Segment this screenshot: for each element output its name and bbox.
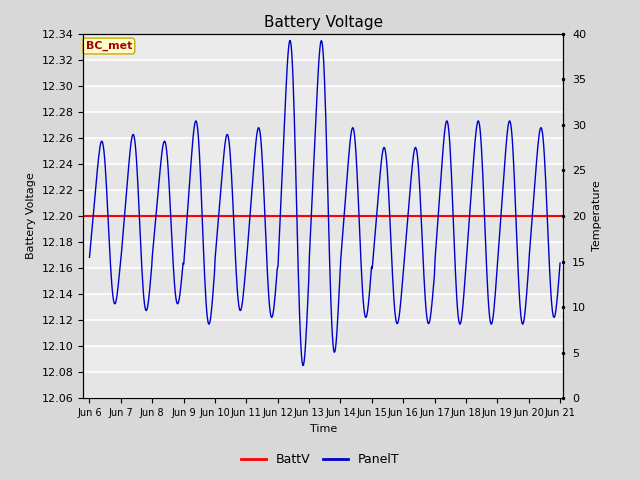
Bar (83, 164, 563, 190)
Title: Battery Voltage: Battery Voltage (264, 15, 383, 30)
Bar (83, 268, 563, 294)
Legend: BattV, PanelT: BattV, PanelT (236, 448, 404, 471)
Bar (83, 60, 563, 86)
Bar (83, 216, 563, 242)
Bar (83, 112, 563, 138)
Y-axis label: Battery Voltage: Battery Voltage (26, 173, 36, 259)
Text: BC_met: BC_met (86, 41, 132, 51)
Y-axis label: Temperature: Temperature (592, 180, 602, 252)
Bar (83, 320, 563, 346)
X-axis label: Time: Time (310, 424, 337, 433)
Bar (83, 372, 563, 398)
